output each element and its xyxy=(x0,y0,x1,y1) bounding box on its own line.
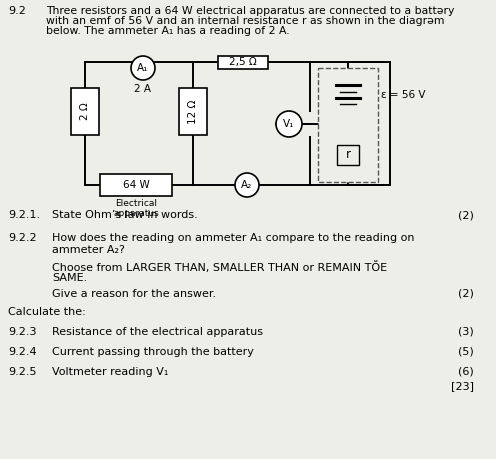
Text: Calculate the:: Calculate the: xyxy=(8,307,86,317)
Text: 9.2: 9.2 xyxy=(8,6,26,16)
Text: (2): (2) xyxy=(458,210,474,220)
Text: Current passing through the battery: Current passing through the battery xyxy=(52,347,254,357)
Text: A₂: A₂ xyxy=(242,180,252,190)
Text: 9.2.2: 9.2.2 xyxy=(8,233,37,243)
FancyBboxPatch shape xyxy=(218,56,268,68)
Text: 12 Ω: 12 Ω xyxy=(188,99,198,123)
Text: 2 Ω: 2 Ω xyxy=(80,103,90,120)
Text: (6): (6) xyxy=(458,367,474,377)
Circle shape xyxy=(131,56,155,80)
Circle shape xyxy=(276,111,302,137)
Text: V₁: V₁ xyxy=(283,119,295,129)
Text: Electrical
apparatus: Electrical apparatus xyxy=(113,199,159,218)
Text: below. The ammeter A₁ has a reading of 2 A.: below. The ammeter A₁ has a reading of 2… xyxy=(46,26,290,36)
Text: Resistance of the electrical apparatus: Resistance of the electrical apparatus xyxy=(52,327,263,337)
Text: A₁: A₁ xyxy=(137,63,149,73)
Text: 9.2.5: 9.2.5 xyxy=(8,367,37,377)
Text: 2 A: 2 A xyxy=(134,84,151,94)
Text: ε = 56 V: ε = 56 V xyxy=(381,90,426,100)
Text: (5): (5) xyxy=(458,347,474,357)
Text: (3): (3) xyxy=(458,327,474,337)
Text: ammeter A₂?: ammeter A₂? xyxy=(52,245,125,255)
Text: SAME.: SAME. xyxy=(52,273,87,283)
Text: 9.2.3: 9.2.3 xyxy=(8,327,37,337)
Text: 9.2.4: 9.2.4 xyxy=(8,347,37,357)
Text: 9.2.1.: 9.2.1. xyxy=(8,210,40,220)
Text: r: r xyxy=(346,149,351,162)
Text: [23]: [23] xyxy=(451,381,474,391)
Text: Three resistors and a 64 W electrical apparatus are connected to a battəry: Three resistors and a 64 W electrical ap… xyxy=(46,6,454,16)
Text: 2,5 Ω: 2,5 Ω xyxy=(229,57,257,67)
FancyBboxPatch shape xyxy=(71,88,99,135)
Circle shape xyxy=(235,173,259,197)
Text: State Ohm’s law in words.: State Ohm’s law in words. xyxy=(52,210,198,220)
Text: Voltmeter reading V₁: Voltmeter reading V₁ xyxy=(52,367,168,377)
FancyBboxPatch shape xyxy=(179,88,207,135)
Text: Choose from LARGER THAN, SMALLER THAN or REMAIN TṎE: Choose from LARGER THAN, SMALLER THAN or… xyxy=(52,261,387,273)
Text: with an emf of 56 V and an internal resistance r as shown in the diagrəm: with an emf of 56 V and an internal resi… xyxy=(46,16,444,26)
Text: (2): (2) xyxy=(458,289,474,299)
FancyBboxPatch shape xyxy=(100,174,172,196)
FancyBboxPatch shape xyxy=(318,68,378,182)
Text: How does the reading on ammeter A₁ compare to the reading on: How does the reading on ammeter A₁ compa… xyxy=(52,233,415,243)
Text: Give a reason for the answer.: Give a reason for the answer. xyxy=(52,289,216,299)
FancyBboxPatch shape xyxy=(337,145,359,165)
Text: 64 W: 64 W xyxy=(123,180,149,190)
